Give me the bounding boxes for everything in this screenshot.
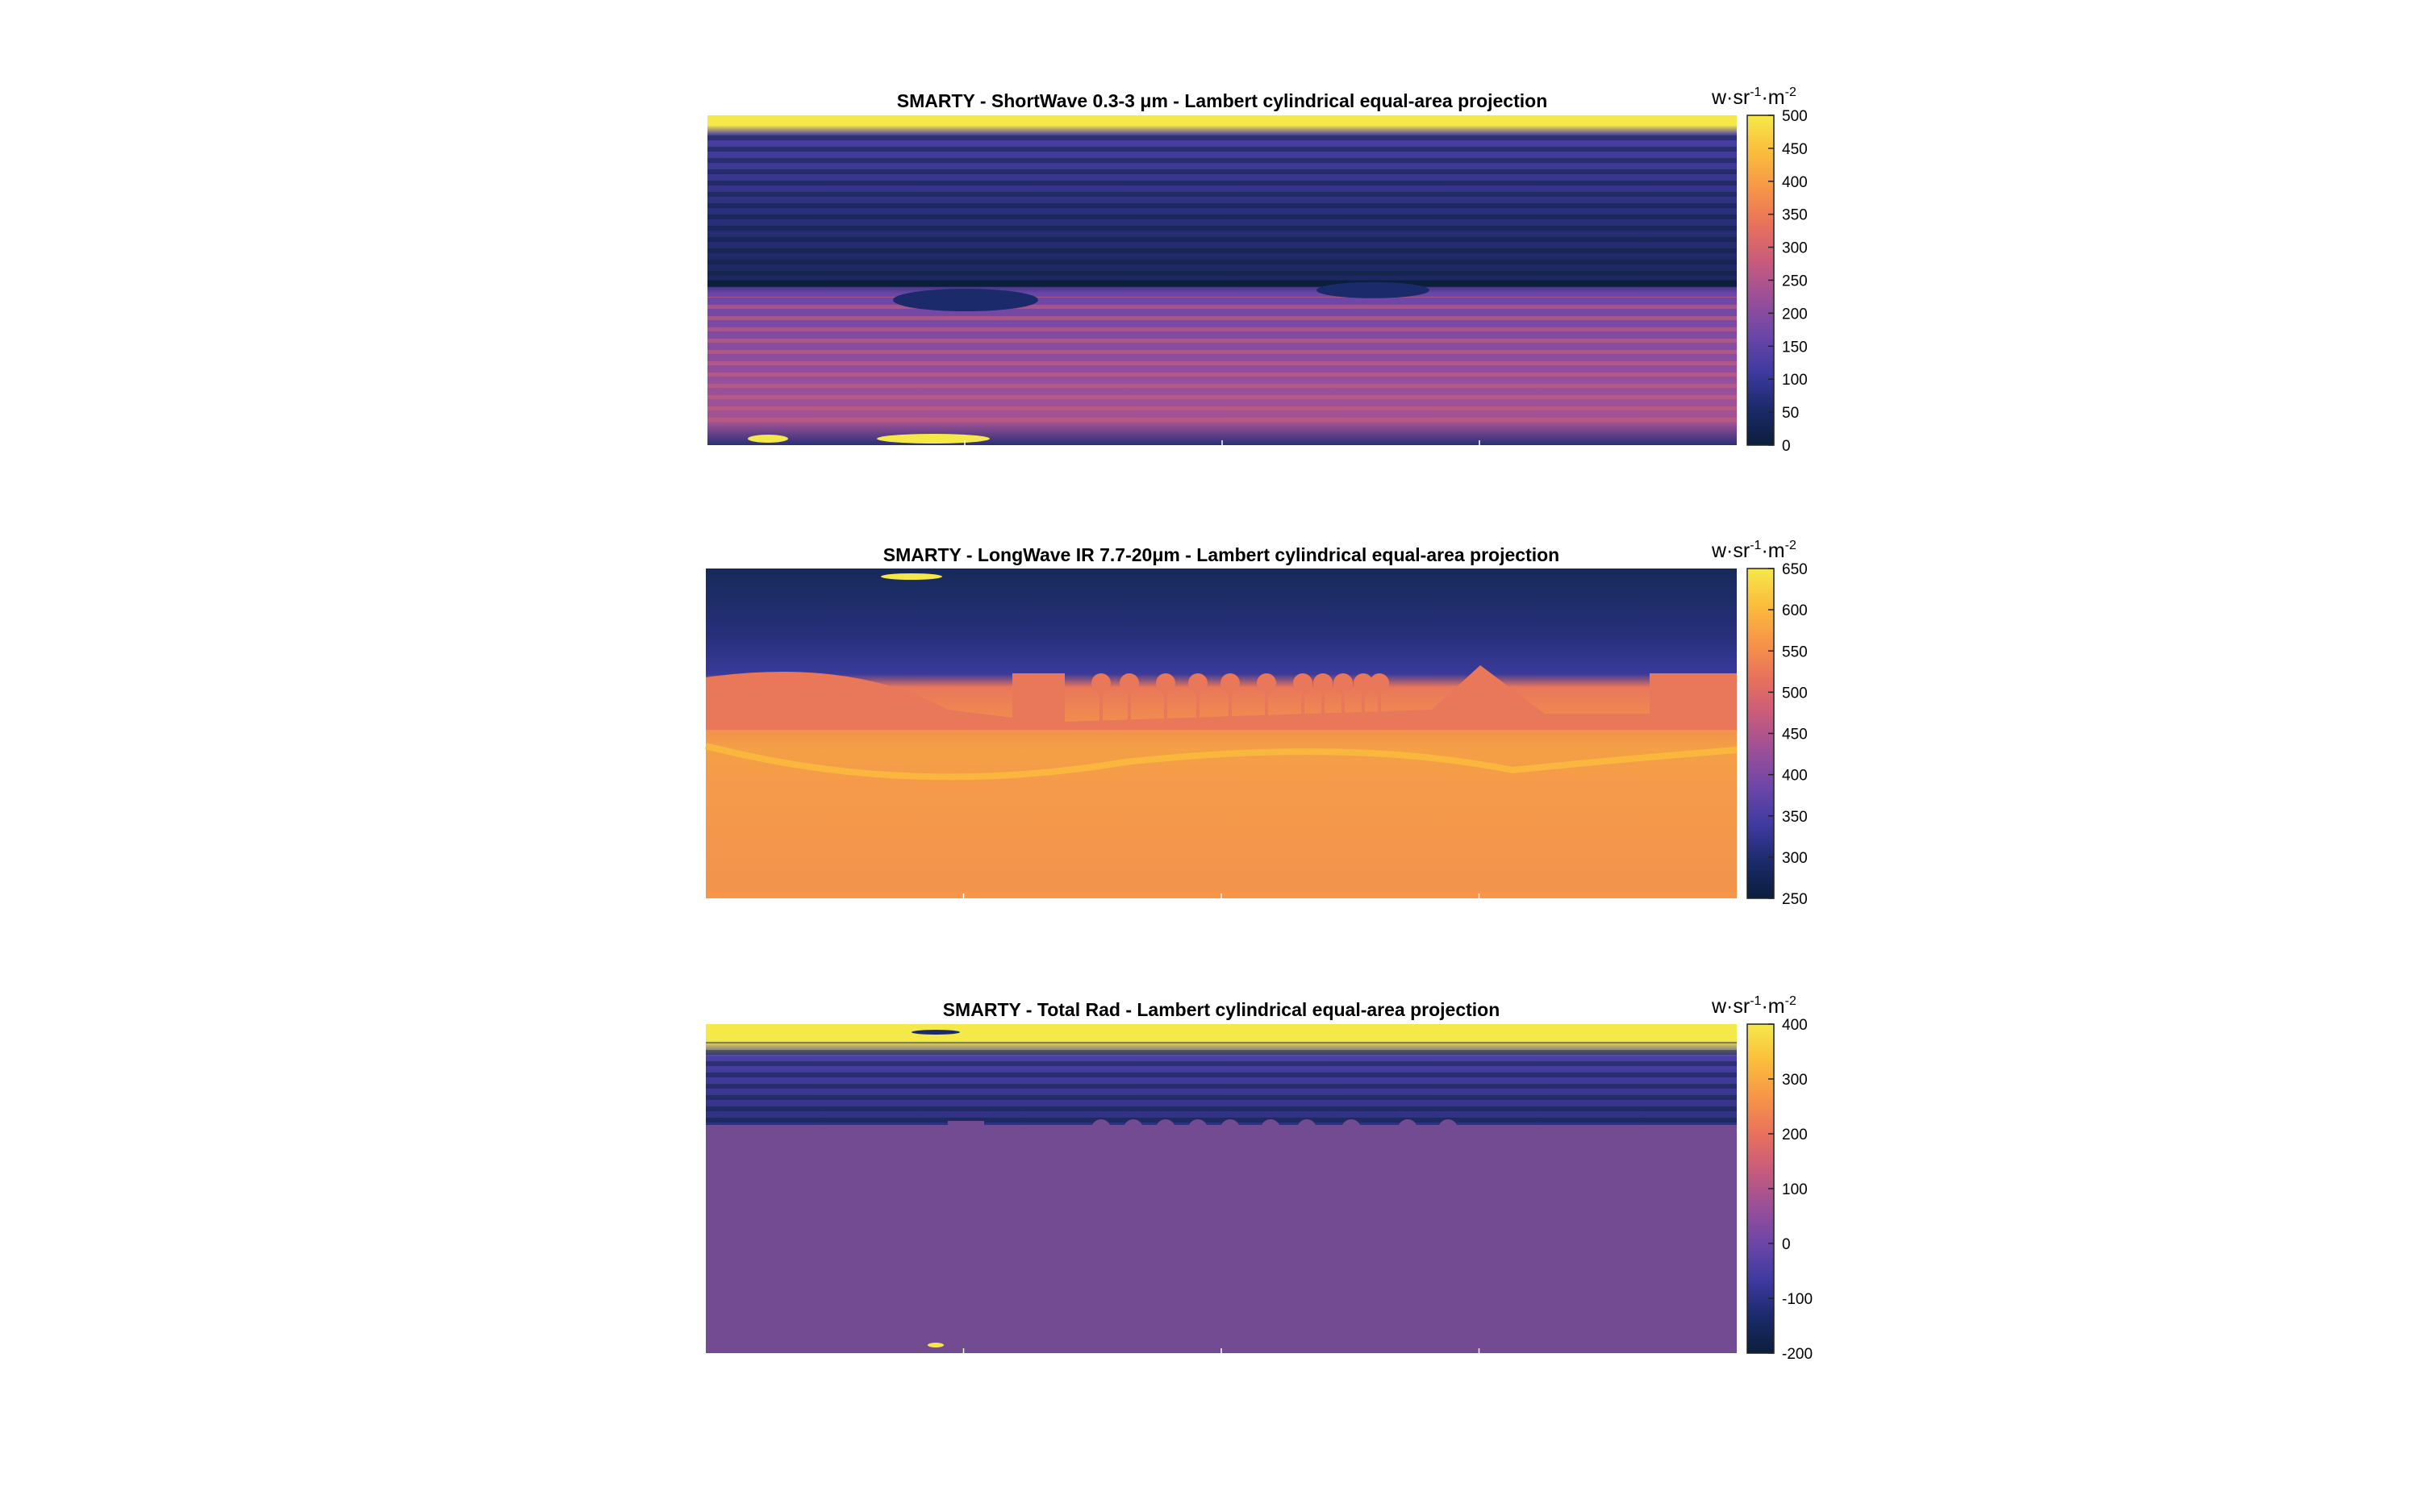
heatmap-tree-trunk	[1164, 689, 1167, 722]
heatmap-tree	[1188, 673, 1208, 693]
colorbar-unit-label: w·sr-1·m-2	[1711, 85, 1796, 109]
heatmap-tree-trunk	[1265, 689, 1268, 722]
heatmap-tree-trunk	[1362, 689, 1365, 722]
heatmap-tree	[1124, 1119, 1143, 1139]
heatmap-bright-spot	[881, 573, 942, 580]
colorbar-tick-label: 600	[1782, 602, 1808, 619]
colorbar-tick-label: 250	[1782, 273, 1808, 290]
colorbar-tick-label: -200	[1782, 1346, 1813, 1363]
heatmap-tree	[1354, 673, 1373, 693]
colorbar-tick-label: 200	[1782, 1127, 1808, 1143]
heatmap-tree	[1188, 1119, 1208, 1139]
colorbar-tick-label: 500	[1782, 108, 1808, 125]
colorbar-tick-label: 300	[1782, 850, 1808, 867]
heatmap-tree-trunk	[1099, 689, 1103, 722]
colorbar-tick-label: 100	[1782, 1181, 1808, 1198]
colorbar-tick-label: 0	[1782, 438, 1791, 455]
heatmap-tree	[1438, 1119, 1458, 1139]
heatmap-shadow	[1316, 281, 1429, 298]
heatmap-tree	[1341, 1119, 1361, 1139]
heatmap-horizon-line	[707, 280, 1737, 287]
heatmap-bands-lower	[707, 296, 1737, 429]
heatmap-bright-spot	[928, 1343, 944, 1347]
heatmap-field	[706, 569, 1737, 898]
colorbar-tick-label: 350	[1782, 207, 1808, 224]
colorbar-tick-label: 100	[1782, 372, 1808, 389]
heatmap-tree	[1091, 673, 1111, 693]
heatmap-tree	[1156, 1119, 1175, 1139]
heatmap-tree-trunk	[1341, 689, 1345, 722]
colorbar-tick-label: 450	[1782, 727, 1808, 744]
colorbar-tick-label: -100	[1782, 1291, 1813, 1308]
heatmap-building	[948, 1121, 984, 1145]
heatmap-bands-upper	[707, 130, 1737, 289]
heatmap-skyline	[706, 665, 1737, 730]
colorbar-tick-label: 400	[1782, 174, 1808, 191]
chart-title: SMARTY - Total Rad - Lambert cylindrical…	[943, 999, 1500, 1020]
heatmap-tree-trunk	[1301, 689, 1304, 722]
colorbar-tick-label: 300	[1782, 1072, 1808, 1089]
heatmap-ground	[706, 1125, 1737, 1353]
heatmap-bright-spot	[877, 434, 990, 444]
chart-panel-1: SMARTY - ShortWave 0.3-3 μm - Lambert cy…	[707, 85, 1808, 455]
heatmap-bright-spot	[748, 435, 788, 443]
heatmap-tree	[1293, 673, 1312, 693]
heatmap-tree	[1297, 1119, 1316, 1139]
heatmap-tree	[1120, 673, 1139, 693]
colorbar-tick-label: 0	[1782, 1236, 1791, 1253]
heatmap-tree	[1091, 1119, 1111, 1139]
chart-title: SMARTY - LongWave IR 7.7-20μm - Lambert …	[883, 544, 1559, 565]
colorbar-tick-label: 500	[1782, 685, 1808, 702]
heatmap-tree-trunk	[1378, 689, 1381, 722]
heatmap-tree-trunk	[1128, 689, 1131, 722]
colorbar-tick-label: 50	[1782, 405, 1799, 422]
heatmap-tree	[1261, 1119, 1280, 1139]
heatmap-bands	[706, 1042, 1737, 1135]
heatmap-tree-trunk	[1321, 689, 1325, 722]
heatmap-dark-spot	[912, 1030, 960, 1035]
heatmap-tree	[1398, 1119, 1417, 1139]
colorbar-tick-label: 300	[1782, 240, 1808, 257]
colorbar-tick-label: 450	[1782, 141, 1808, 158]
heatmap-tree	[1333, 673, 1353, 693]
colorbar-tick-label: 400	[1782, 768, 1808, 785]
colorbar-tick-label: 250	[1782, 891, 1808, 908]
colorbar-tick-label: 550	[1782, 644, 1808, 660]
colorbar-tick-label: 400	[1782, 1017, 1808, 1034]
colorbar-tick-label: 200	[1782, 306, 1808, 323]
heatmap-bright-arc	[704, 743, 1738, 781]
heatmap-tree	[1370, 673, 1389, 693]
heatmap-tree-trunk	[1196, 689, 1200, 722]
heatmap-tree	[1257, 673, 1276, 693]
heatmap-tree	[1220, 1119, 1240, 1139]
heatmap-tree	[1156, 673, 1175, 693]
heatmap-shadow	[893, 289, 1038, 312]
colorbar-unit-label: w·sr-1·m-2	[1711, 539, 1796, 562]
colorbar-tick-label: 650	[1782, 561, 1808, 578]
heatmap-tree	[1313, 673, 1333, 693]
heatmap-tree	[1220, 673, 1240, 693]
heatmap-tree-trunk	[1229, 689, 1232, 722]
chart-panel-3: SMARTY - Total Rad - Lambert cylindrical…	[706, 994, 1813, 1363]
colorbar-tick-label: 150	[1782, 339, 1808, 356]
colorbar-unit-label: w·sr-1·m-2	[1711, 994, 1796, 1018]
chart-panel-2: SMARTY - LongWave IR 7.7-20μm - Lambert …	[704, 539, 1808, 908]
chart-title: SMARTY - ShortWave 0.3-3 μm - Lambert cy…	[897, 90, 1548, 111]
colorbar-tick-label: 350	[1782, 809, 1808, 826]
